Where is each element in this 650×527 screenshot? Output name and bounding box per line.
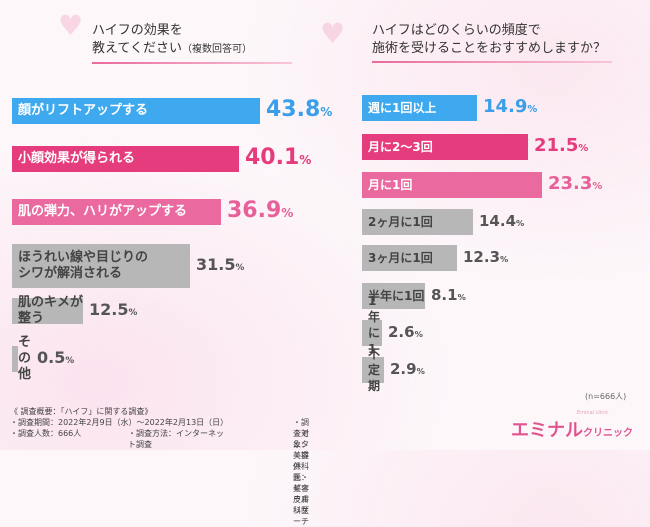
footer-method: ・調査方法：インターネット調査 <box>128 429 224 449</box>
bar-value-unit: % <box>592 181 603 193</box>
bar-value: 31.5% <box>196 257 244 273</box>
bar-value-number: 2.6 <box>388 322 415 341</box>
bar-value: 36.9% <box>227 197 294 223</box>
bar-value-unit: % <box>416 365 425 376</box>
clinic-logo: エミナルクリニック Eminal clinic <box>511 410 633 442</box>
bar-value-number: 0.5 <box>37 348 66 368</box>
bar-label: 肌のキメが整う <box>18 295 84 326</box>
bar-value-number: 14.9 <box>483 96 528 118</box>
footer-heading: 《 調査概要：「ハイフ」に関する調査》 <box>10 407 153 416</box>
bar: 肌のキメが整う <box>12 295 84 326</box>
bar-value-unit: % <box>299 152 312 167</box>
bar: 半年に1回 <box>362 283 425 309</box>
bar-value-number: 40.1 <box>245 144 300 170</box>
logo-sub: クリニック <box>583 428 633 439</box>
chart-left-title: ハイフの効果を 教えてください（複数回答可） <box>92 22 292 64</box>
logo-main: エミナル <box>511 420 583 441</box>
chart-right-title-text: ハイフはどのくらいの頻度で 施術を受けることをおすすめしますか？ <box>372 23 607 56</box>
bar-value-unit: % <box>281 205 294 220</box>
bar-label: ほうれい線や目じりの シワが解消される <box>18 250 149 281</box>
bar: 顔がリフトアップする <box>12 98 260 124</box>
bar-value: 2.9% <box>390 359 425 378</box>
bar-value-unit: % <box>414 328 423 339</box>
bar-value-number: 23.3 <box>548 173 593 195</box>
logo-tiny: Eminal clinic <box>577 410 609 416</box>
bar-value-number: 43.8 <box>266 96 321 122</box>
bar-label: 月に1回 <box>368 178 413 192</box>
bar: 月に2〜3回 <box>362 134 528 160</box>
bar-value-unit: % <box>527 104 538 116</box>
bar-label: 半年に1回 <box>368 289 425 303</box>
bar-label: 顔がリフトアップする <box>18 103 149 118</box>
bar-value-unit: % <box>320 104 333 119</box>
footer-period: ・調査期間：2022年2月9日（水）〜2022年2月13日（日） <box>10 418 229 427</box>
bar-value-number: 2.9 <box>390 359 417 378</box>
title-underline <box>92 62 292 64</box>
bar: 月に1回 <box>362 172 542 198</box>
bar-value-unit: % <box>128 308 138 319</box>
bar-label: 小顔効果が得られる <box>18 151 136 166</box>
bar-value: 40.1% <box>245 144 312 170</box>
bar-value: 14.9% <box>483 98 537 116</box>
bar: 週に1回以上 <box>362 95 477 121</box>
bar-value-number: 12.5 <box>89 300 129 320</box>
bar-label: 不定期 <box>368 347 381 393</box>
bar-label: 2ヶ月に1回 <box>368 215 433 229</box>
footer-row-2: ・調査人数：666人 ・調査方法：インターネット調査 ・モニター提供元：ゼネラル… <box>10 428 309 526</box>
heart-decoration-left: ♥ <box>58 9 84 42</box>
footer-provider: ・モニター提供元：ゼネラルリサーチ <box>293 429 309 526</box>
bar-value-unit: % <box>457 291 466 302</box>
bar-label: 肌の弾力、ハリがアップする <box>18 204 188 219</box>
bar: 肌の弾力、ハリがアップする <box>12 199 221 225</box>
sample-size: (n=666人) <box>585 392 627 401</box>
survey-footer: 《 調査概要：「ハイフ」に関する調査》 ・調査期間：2022年2月9日（水）〜2… <box>10 406 309 526</box>
title-underline <box>372 61 612 63</box>
bar-value-number: 21.5 <box>534 135 579 157</box>
bar-value-number: 14.4 <box>479 211 517 230</box>
bar-label: 月に2〜3回 <box>368 140 433 154</box>
bar-value-number: 36.9 <box>227 197 282 223</box>
bar-value-unit: % <box>65 356 75 367</box>
bar-value: 21.5% <box>534 137 588 155</box>
footer-count: ・調査人数：666人 <box>10 429 82 438</box>
bar-value: 14.4% <box>479 211 525 230</box>
bar-value: 43.8% <box>266 96 333 122</box>
bar-value: 2.6% <box>388 322 423 341</box>
bar-value-number: 8.1 <box>431 285 458 304</box>
bar: その他 <box>12 335 31 382</box>
bar-label: 3ヶ月に1回 <box>368 251 433 265</box>
bar: 小顔効果が得られる <box>12 146 239 172</box>
bar-value: 0.5% <box>37 350 74 366</box>
bar-label: その他 <box>18 335 32 382</box>
bar: ほうれい線や目じりの シワが解消される <box>12 244 190 288</box>
bar-label: 週に1回以上 <box>368 101 437 115</box>
bar-value: 12.5% <box>89 302 137 318</box>
bar: 不定期 <box>362 347 384 393</box>
bar: 1年に1回 <box>362 294 382 372</box>
bar-value: 12.3% <box>463 247 509 266</box>
bar: 2ヶ月に1回 <box>362 209 473 235</box>
bar-value-number: 12.3 <box>463 247 501 266</box>
bar-value: 8.1% <box>431 285 466 304</box>
bar-value: 23.3% <box>548 175 602 193</box>
bar-value-unit: % <box>235 263 245 274</box>
bar-value-number: 31.5 <box>196 255 236 275</box>
bar-value-unit: % <box>516 217 525 228</box>
footer-row-1: ・調査期間：2022年2月9日（水）〜2022年2月13日（日） ・調査対象：美… <box>10 417 309 515</box>
bar: 3ヶ月に1回 <box>362 245 457 271</box>
chart-left-title-note: （複数回答可） <box>181 44 252 55</box>
chart-left-title-text: ハイフの効果を 教えてください <box>92 23 183 56</box>
bar-value-unit: % <box>578 143 589 155</box>
bar-value-unit: % <box>500 253 509 264</box>
chart-right-title: ハイフはどのくらいの頻度で 施術を受けることをおすすめしますか？ <box>372 22 612 63</box>
heart-decoration-right: ♥ <box>320 17 346 50</box>
